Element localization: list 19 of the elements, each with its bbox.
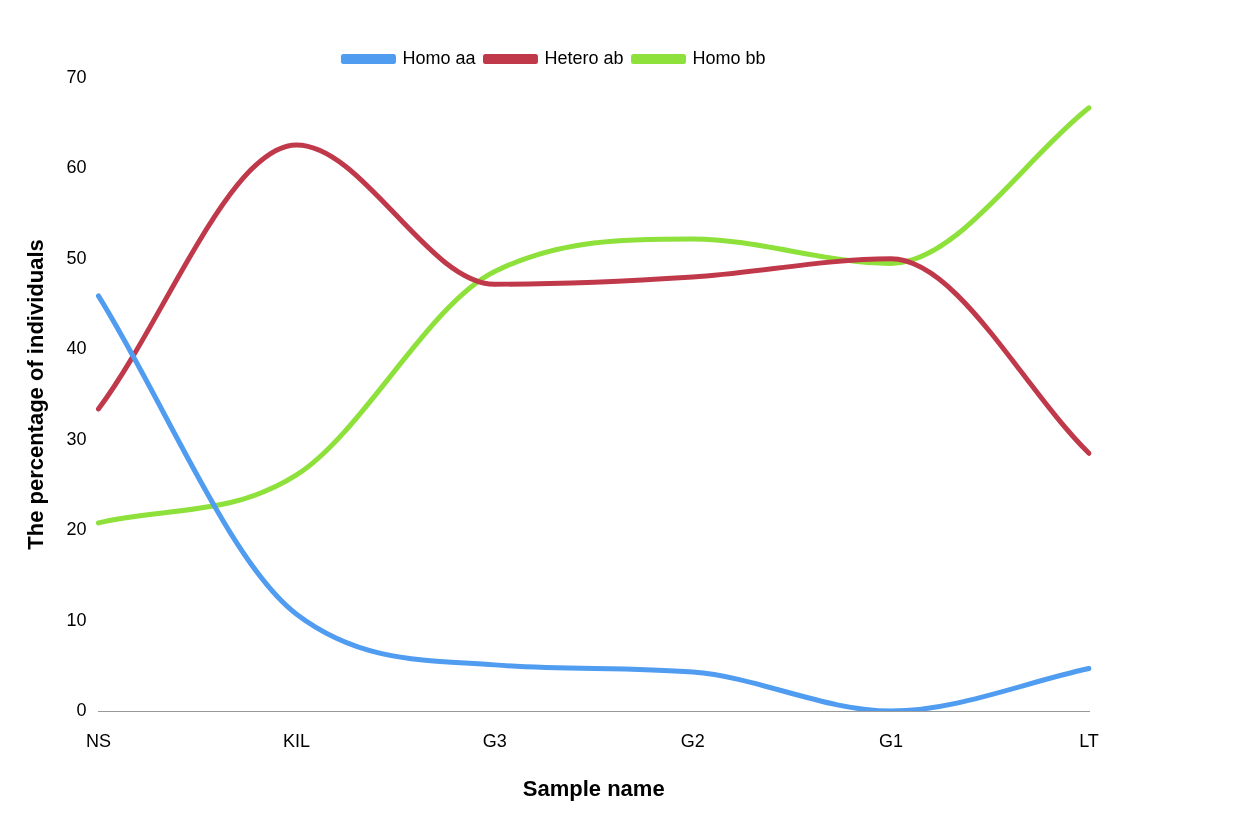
x-tick-label: G3 bbox=[482, 730, 507, 751]
x-tick-label: G1 bbox=[878, 730, 903, 751]
x-tick-label: KIL bbox=[283, 730, 311, 751]
x-axis-title: Sample name bbox=[522, 775, 665, 801]
y-tick-label: 0 bbox=[76, 699, 87, 720]
y-tick-label: 70 bbox=[66, 66, 87, 87]
y-tick-label: 50 bbox=[66, 247, 87, 268]
y-tick-label: 40 bbox=[66, 338, 87, 359]
legend-label: Hetero ab bbox=[544, 47, 624, 68]
y-axis-title: The percentage of individuals bbox=[23, 239, 49, 550]
y-tick-label: 10 bbox=[66, 609, 87, 630]
x-tick-label: NS bbox=[85, 730, 111, 751]
legend-label: Homo bb bbox=[692, 47, 766, 68]
x-tick-label: LT bbox=[1079, 730, 1099, 751]
y-tick-label: 20 bbox=[66, 519, 87, 540]
y-tick-label: 30 bbox=[66, 428, 87, 449]
y-tick-label: 60 bbox=[66, 157, 87, 178]
x-tick-label: G2 bbox=[680, 730, 705, 751]
legend-label: Homo aa bbox=[402, 47, 477, 68]
